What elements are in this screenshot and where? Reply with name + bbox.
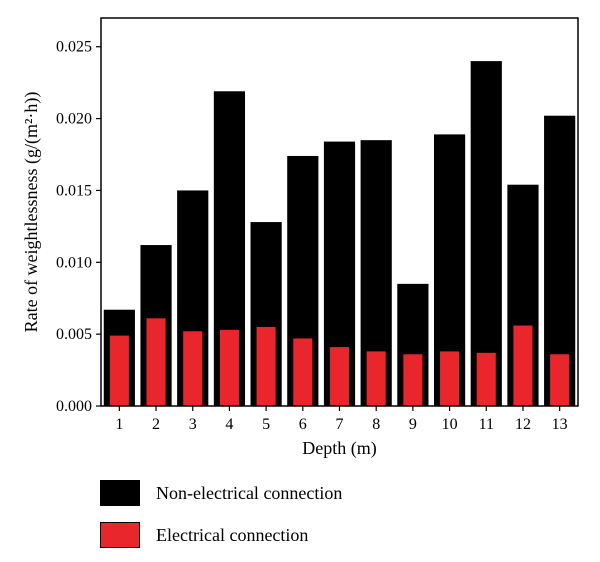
bar-electrical: [513, 325, 533, 406]
legend-label-non-electrical: Non-electrical connection: [156, 482, 343, 503]
x-tick-label: 3: [189, 416, 197, 433]
x-axis-title: Depth (m): [302, 438, 376, 459]
x-tick-label: 11: [479, 416, 494, 433]
bar-electrical: [219, 329, 239, 406]
x-tick-label: 13: [552, 416, 568, 433]
bar-electrical: [256, 326, 276, 406]
x-tick-label: 10: [442, 416, 458, 433]
bar-electrical: [146, 318, 166, 406]
bar-electrical: [550, 354, 570, 406]
y-axis-title: Rate of weightlessness (g/(m²·h)): [21, 92, 42, 333]
bar-electrical: [440, 351, 460, 406]
legend-item-electrical: Electrical connection: [100, 520, 342, 550]
bar-electrical: [109, 335, 129, 406]
y-tick-label: 0.005: [56, 326, 92, 343]
x-tick-label: 4: [225, 416, 233, 433]
bar-chart: 1 2 3 4 5 6 7 8 9 10 11 12 130.0000.0050.0100.0150.0…: [21, 17, 579, 459]
y-tick-label: 0.000: [56, 398, 92, 415]
bar-electrical: [403, 354, 423, 406]
legend-swatch-electrical: [100, 522, 140, 548]
legend: Non-electrical connection Electrical con…: [100, 478, 342, 562]
legend-swatch-non-electrical: [100, 480, 140, 506]
x-tick-label: 7: [336, 416, 344, 433]
bar-electrical: [293, 338, 313, 406]
bar-electrical: [476, 352, 496, 406]
legend-item-non-electrical: Non-electrical connection: [100, 478, 342, 508]
x-tick-label: 12: [515, 416, 531, 433]
y-tick-label: 0.015: [56, 182, 92, 199]
x-tick-label: 5: [262, 416, 270, 433]
bar-electrical: [366, 351, 386, 406]
bar-electrical: [329, 347, 350, 406]
ticks-group: 1 2 3 4 5 6 7 8 9 10 11 12 130.0000.0050.0100.0150.0…: [56, 39, 568, 433]
bar-electrical: [183, 331, 203, 406]
x-tick-label: 6: [299, 416, 307, 433]
y-tick-label: 0.020: [56, 111, 92, 128]
bars-group: [103, 61, 576, 407]
legend-label-electrical: Electrical connection: [156, 524, 309, 545]
bar-non-electrical: [470, 61, 502, 406]
x-tick-label: 2: [152, 416, 160, 433]
plot-frame: [100, 17, 579, 407]
x-tick-label: 9: [409, 416, 417, 433]
y-tick-label: 0.010: [56, 254, 92, 271]
x-tick-label: 1: [115, 416, 123, 433]
x-tick-label: 8: [372, 416, 380, 433]
y-tick-label: 0.025: [56, 39, 92, 56]
